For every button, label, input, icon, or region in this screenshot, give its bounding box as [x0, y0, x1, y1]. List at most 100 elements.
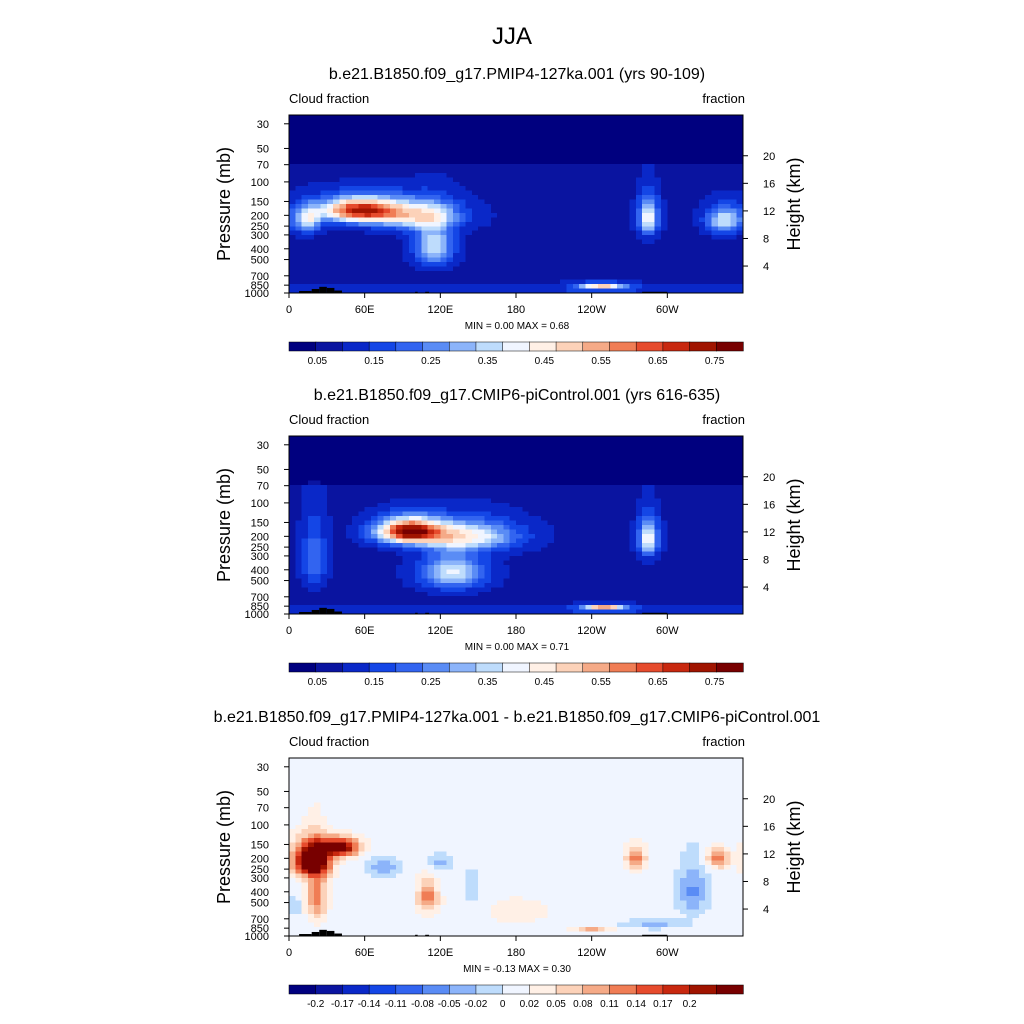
heatmap-cell — [623, 235, 631, 241]
heatmap-cell — [465, 533, 473, 539]
heatmap-cell — [597, 275, 605, 281]
heatmap-cell — [635, 248, 643, 254]
heatmap-cell — [635, 484, 643, 490]
heatmap-cell — [440, 529, 448, 535]
heatmap-cell — [427, 163, 435, 169]
heatmap-cell — [345, 440, 353, 446]
heatmap-cell — [724, 195, 731, 201]
heatmap-cell — [326, 230, 334, 236]
heatmap-cell — [459, 163, 467, 169]
heatmap-cell — [446, 163, 454, 169]
heatmap-cell — [345, 195, 353, 201]
heatmap-cell — [686, 489, 694, 495]
heatmap-cell — [289, 141, 296, 147]
heatmap-cell — [560, 489, 568, 495]
heatmap-cell — [301, 132, 309, 138]
heatmap-cell — [528, 146, 536, 152]
heatmap-cell — [648, 453, 656, 459]
heatmap-cell — [591, 476, 599, 482]
heatmap-cell — [459, 516, 467, 522]
heatmap-cell — [635, 556, 643, 562]
heatmap-cell — [623, 436, 631, 442]
heatmap-cell — [667, 516, 675, 522]
heatmap-cell — [503, 444, 511, 450]
heatmap-cell — [528, 235, 536, 241]
heatmap-cell — [566, 270, 574, 276]
heatmap-cell — [648, 471, 656, 477]
heatmap-cell — [484, 115, 492, 121]
heatmap-cell — [389, 235, 397, 241]
heatmap-cell — [528, 212, 536, 218]
heatmap-cell — [320, 150, 328, 156]
heatmap-cell — [629, 244, 637, 250]
heatmap-cell — [572, 471, 580, 477]
heatmap-cell — [452, 436, 460, 442]
heatmap-cell — [314, 257, 322, 263]
heatmap-cell — [534, 511, 542, 517]
heatmap-cell — [705, 493, 713, 499]
heatmap-cell — [484, 181, 492, 187]
heatmap-cell — [301, 529, 309, 535]
heatmap-cell — [566, 226, 574, 232]
heatmap-cell — [528, 502, 536, 508]
heatmap-cell — [459, 257, 467, 263]
heatmap-cell — [579, 458, 586, 464]
heatmap-cell — [396, 538, 404, 544]
heatmap-cell — [484, 177, 492, 183]
heatmap-cell — [736, 279, 744, 285]
heatmap-cell — [358, 284, 366, 290]
heatmap-cell — [616, 467, 624, 473]
heatmap-cell — [421, 177, 429, 183]
heatmap-cell — [623, 449, 631, 455]
heatmap-cell — [408, 489, 416, 495]
heatmap-cell — [534, 529, 542, 535]
heatmap-cell — [307, 462, 315, 468]
heatmap-cell — [383, 436, 391, 442]
heatmap-cell — [440, 511, 448, 517]
heatmap-cell — [364, 172, 372, 178]
heatmap-cell — [364, 551, 372, 557]
heatmap-cell — [415, 502, 423, 508]
heatmap-cell — [427, 208, 435, 214]
heatmap-cell — [566, 212, 574, 218]
heatmap-cell — [516, 458, 523, 464]
heatmap-cell — [383, 217, 391, 223]
heatmap-cell — [661, 449, 668, 455]
heatmap-cell — [705, 444, 713, 450]
heatmap-cell — [490, 235, 498, 241]
heatmap-cell — [503, 467, 511, 473]
heatmap-cell — [642, 507, 650, 513]
heatmap-cell — [465, 542, 473, 548]
heatmap-cell — [654, 436, 662, 442]
heatmap-cell — [509, 128, 517, 134]
heatmap-cell — [295, 239, 303, 245]
heatmap-cell — [352, 533, 359, 539]
heatmap-cell — [295, 230, 303, 236]
heatmap-cell — [698, 520, 706, 526]
heatmap-cell — [326, 440, 334, 446]
heatmap-cell — [585, 181, 593, 187]
heatmap-cell — [503, 284, 511, 290]
heatmap-cell — [585, 261, 593, 267]
heatmap-cell — [434, 177, 441, 183]
right-label: fraction — [702, 91, 745, 106]
heatmap-cell — [516, 507, 523, 513]
heatmap-cell — [553, 476, 561, 482]
heatmap-cell — [711, 204, 719, 210]
heatmap-cell — [541, 155, 549, 161]
heatmap-cell — [370, 529, 378, 535]
heatmap-cell — [623, 520, 631, 526]
heatmap-cell — [724, 199, 731, 205]
heatmap-cell — [427, 146, 435, 152]
y2-tick-label: 4 — [763, 261, 769, 273]
heatmap-cell — [730, 177, 738, 183]
heatmap-cell — [471, 542, 479, 548]
heatmap-cell — [667, 542, 675, 548]
heatmap-cell — [711, 511, 719, 517]
heatmap-cell — [364, 467, 372, 473]
heatmap-cell — [408, 177, 416, 183]
heatmap-cell — [692, 533, 700, 539]
heatmap-cell — [730, 279, 738, 285]
heatmap-cell — [654, 141, 662, 147]
heatmap-cell — [673, 177, 681, 183]
